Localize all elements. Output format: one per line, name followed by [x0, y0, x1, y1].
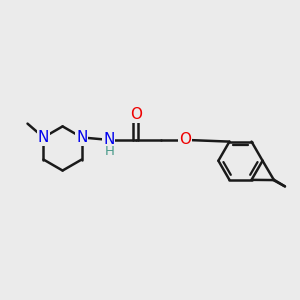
- Text: N: N: [38, 130, 49, 145]
- Text: N: N: [76, 130, 87, 145]
- Text: N: N: [103, 132, 114, 147]
- Text: O: O: [179, 132, 191, 147]
- Text: H: H: [104, 145, 114, 158]
- Text: O: O: [130, 107, 142, 122]
